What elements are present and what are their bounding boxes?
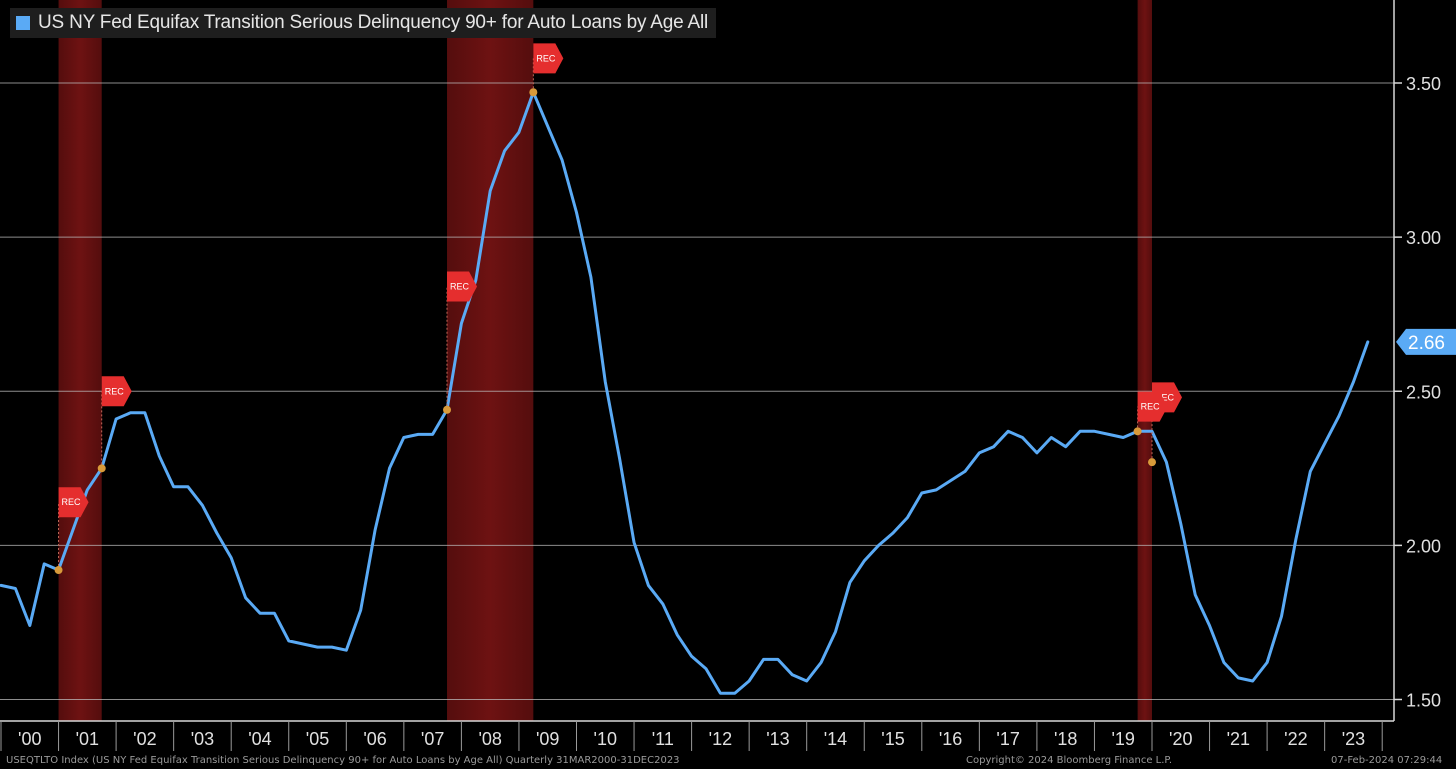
rec-point (529, 88, 538, 97)
x-tick-label: '13 (766, 729, 789, 749)
legend-label: US NY Fed Equifax Transition Serious Del… (38, 12, 709, 33)
x-tick-label: '05 (306, 729, 329, 749)
axes: 1.50 2.00 2.50 3.00 3.50 '00 '01 '02 '03 '04 '05 '0… (0, 0, 1456, 751)
x-tick-label: '18 (1054, 729, 1077, 749)
recession-band (447, 0, 534, 721)
rec-point (1148, 458, 1156, 467)
x-tick-label: '11 (652, 729, 674, 749)
x-tick-label: '19 (1111, 729, 1134, 749)
rec-tag (1137, 391, 1168, 422)
rec-point (97, 464, 106, 473)
rec-tag-label: REC (105, 386, 125, 396)
x-tick-label: '12 (709, 729, 732, 749)
x-tick-label: '22 (1284, 729, 1307, 749)
rec-tag-label: REC (1155, 392, 1175, 402)
x-tick-label: '10 (594, 729, 617, 749)
rec-tag-label: REC (1141, 402, 1161, 412)
last-value-badge (1396, 328, 1456, 355)
legend-swatch (16, 16, 30, 30)
rec-point (443, 405, 452, 414)
recession-band (58, 0, 102, 721)
x-tick-label: '21 (1227, 729, 1250, 749)
x-tick-label: '06 (363, 729, 386, 749)
y-tick-label: 3.50 (1406, 74, 1441, 94)
x-tick-label: '03 (191, 729, 214, 749)
rec-tag-label: REC (536, 53, 556, 63)
x-tick-label: '08 (478, 729, 501, 749)
x-tick-label: '07 (421, 729, 444, 749)
x-tick-label: '04 (248, 729, 271, 749)
y-tick-label: 3.00 (1406, 228, 1441, 248)
grid-lines (0, 82, 1394, 700)
rec-point (1133, 427, 1142, 436)
x-tick-label: '01 (76, 729, 99, 749)
x-tick-label: '23 (1342, 729, 1365, 749)
x-tick-label: '17 (996, 729, 1019, 749)
rec-tag-label: REC (62, 497, 82, 507)
x-tick-label: '02 (133, 729, 156, 749)
recession-bands (58, 0, 1152, 721)
rec-tag (101, 376, 132, 407)
rec-tag-label: REC (450, 281, 470, 291)
rec-tag (58, 487, 89, 518)
rec-tag (447, 271, 478, 302)
footer-timestamp: 07-Feb-2024 07:29:44 (1331, 755, 1443, 766)
footer-copyright: Copyright© 2024 Bloomberg Finance L.P. (966, 755, 1173, 766)
x-tick-label: '16 (939, 729, 962, 749)
y-tick-label: 2.50 (1406, 382, 1441, 402)
rec-point (54, 566, 63, 575)
recession-band (1137, 0, 1152, 721)
y-tick-label: 2.00 (1406, 536, 1441, 556)
x-tick-label: '20 (1169, 729, 1192, 749)
y-tick-label: 1.50 (1406, 691, 1441, 711)
last-value-label: 2.66 (1408, 333, 1445, 354)
rec-tag (533, 43, 564, 74)
x-tick-label: '00 (18, 729, 41, 749)
x-tick-label: '14 (824, 729, 847, 749)
footer-source: USEQTLTO Index (US NY Fed Equifax Transi… (6, 755, 680, 766)
x-tick-label: '09 (536, 729, 559, 749)
x-tick-label: '15 (881, 729, 904, 749)
legend: US NY Fed Equifax Transition Serious Del… (10, 8, 717, 38)
